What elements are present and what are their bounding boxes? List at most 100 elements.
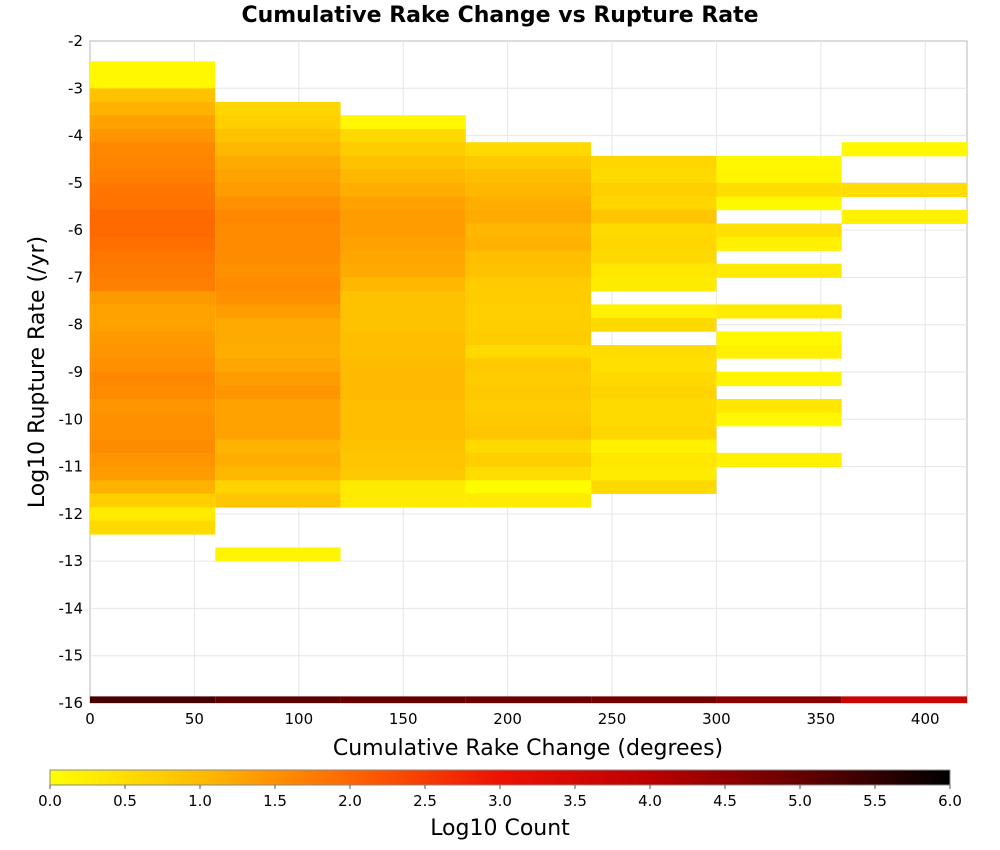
heatmap-cell: [841, 182, 967, 197]
heatmap-cell: [465, 155, 592, 170]
heatmap-cell: [340, 318, 466, 332]
heatmap-cell: [90, 385, 216, 400]
heatmap-cell: [465, 277, 592, 292]
heatmap-cell: [90, 331, 216, 346]
y-tick-label: -3: [68, 79, 83, 97]
heatmap-cell: [215, 169, 341, 184]
heatmap-cell: [591, 277, 717, 292]
heatmap-cells: [90, 61, 967, 562]
bottom-band-cell: [716, 696, 842, 703]
heatmap-cell: [340, 291, 466, 305]
heatmap-cell: [215, 412, 341, 427]
colorbar: [49, 769, 951, 786]
heatmap-cell: [465, 304, 592, 319]
bottom-band-cell: [591, 696, 717, 703]
heatmap-cell: [215, 331, 341, 346]
x-tick-label: 50: [185, 710, 204, 728]
bottom-band-cell: [90, 696, 216, 703]
heatmap-cell: [90, 452, 216, 467]
heatmap-cell: [716, 304, 842, 319]
heatmap-cell: [90, 61, 216, 75]
heatmap-cell: [465, 358, 592, 373]
heatmap-cell: [215, 345, 341, 359]
bottom-band: [90, 696, 967, 703]
heatmap-cell: [90, 128, 216, 143]
heatmap-cell: [215, 155, 341, 170]
heatmap-cell: [90, 425, 216, 441]
heatmap-cell: [591, 439, 717, 454]
heatmap-cell: [90, 277, 216, 292]
colorbar-tick-label: 5.5: [863, 792, 887, 810]
heatmap-cell: [215, 291, 341, 305]
heatmap-cell: [716, 263, 842, 278]
heatmap-cell: [90, 101, 216, 116]
heatmap-cell: [340, 372, 466, 387]
heatmap-cell: [716, 345, 842, 359]
heatmap-cell: [591, 182, 717, 197]
heatmap-cell: [90, 236, 216, 251]
heatmap-cell: [591, 304, 717, 319]
heatmap-cell: [716, 182, 842, 197]
heatmap-cell: [340, 196, 466, 211]
heatmap-cell: [465, 223, 592, 238]
heatmap-cell: [465, 398, 592, 414]
colorbar-tick-label: 2.0: [338, 792, 362, 810]
heatmap-cell: [465, 372, 592, 387]
colorbar-tick-label: 3.5: [563, 792, 587, 810]
heatmap-cell: [465, 209, 592, 224]
colorbar-tick-label: 6.0: [938, 792, 962, 810]
heatmap-cell: [90, 74, 216, 89]
heatmap-cell: [215, 398, 341, 414]
heatmap-cell: [215, 101, 341, 116]
heatmap-cell: [90, 318, 216, 332]
heatmap-cell: [90, 466, 216, 481]
heatmap-cell: [465, 318, 592, 332]
heatmap-cell: [340, 142, 466, 157]
heatmap-cell: [340, 412, 466, 427]
heatmap-cell: [591, 425, 717, 441]
heatmap-cell: [591, 250, 717, 265]
bottom-band-cell: [215, 696, 341, 703]
heatmap-cell: [465, 439, 592, 454]
heatmap-cell: [215, 318, 341, 332]
heatmap-cell: [340, 209, 466, 224]
x-tick-label: 400: [911, 710, 940, 728]
y-tick-label: -9: [68, 363, 83, 381]
heatmap-cell: [90, 412, 216, 427]
heatmap-cell: [215, 128, 341, 143]
y-tick-label: -14: [59, 599, 84, 617]
heatmap-cell: [716, 412, 842, 427]
heatmap-cell: [465, 412, 592, 427]
heatmap-cell: [215, 425, 341, 441]
heatmap-cell: [591, 196, 717, 211]
heatmap-cell: [215, 250, 341, 265]
heatmap-cell: [90, 480, 216, 494]
heatmap-cell: [340, 304, 466, 319]
heatmap-cell: [591, 385, 717, 400]
heatmap-cell: [340, 236, 466, 251]
y-tick-label: -11: [59, 458, 84, 476]
heatmap-cell: [340, 250, 466, 265]
colorbar-label: Log10 Count: [430, 816, 570, 841]
heatmap-cell: [90, 304, 216, 319]
heatmap-cell: [716, 196, 842, 211]
x-axis-label: Cumulative Rake Change (degrees): [333, 736, 723, 761]
heatmap-cell: [340, 223, 466, 238]
heatmap-cell: [90, 507, 216, 521]
colorbar-ticks: 0.0 0.5 1.0 1.5 2.0 2.5 3.0 3.5 4.0 4.5 5.0 5.5 6.0: [38, 785, 962, 810]
heatmap-cell: [90, 223, 216, 238]
heatmap-cell: [340, 439, 466, 454]
bottom-band-cell: [841, 696, 967, 703]
heatmap-cell: [90, 398, 216, 414]
heatmap-cell: [215, 439, 341, 454]
heatmap-cell: [90, 345, 216, 359]
heatmap-cell: [340, 425, 466, 441]
heatmap-cell: [340, 358, 466, 373]
x-tick-label: 200: [493, 710, 522, 728]
heatmap-cell: [215, 358, 341, 373]
heatmap-cell: [591, 236, 717, 251]
heatmap-cell: [591, 466, 717, 481]
heatmap-cell: [340, 466, 466, 481]
heatmap-cell: [90, 169, 216, 184]
heatmap-cell: [340, 263, 466, 278]
